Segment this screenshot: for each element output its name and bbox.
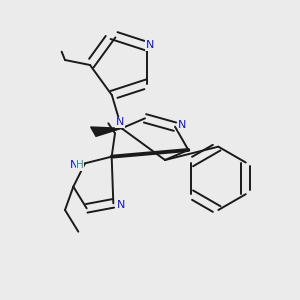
Text: N: N — [146, 40, 154, 50]
Text: N: N — [116, 117, 124, 127]
Polygon shape — [91, 127, 122, 136]
Text: N: N — [178, 120, 187, 130]
Text: N: N — [116, 200, 125, 210]
Text: H: H — [76, 160, 84, 170]
Text: N: N — [70, 160, 79, 170]
